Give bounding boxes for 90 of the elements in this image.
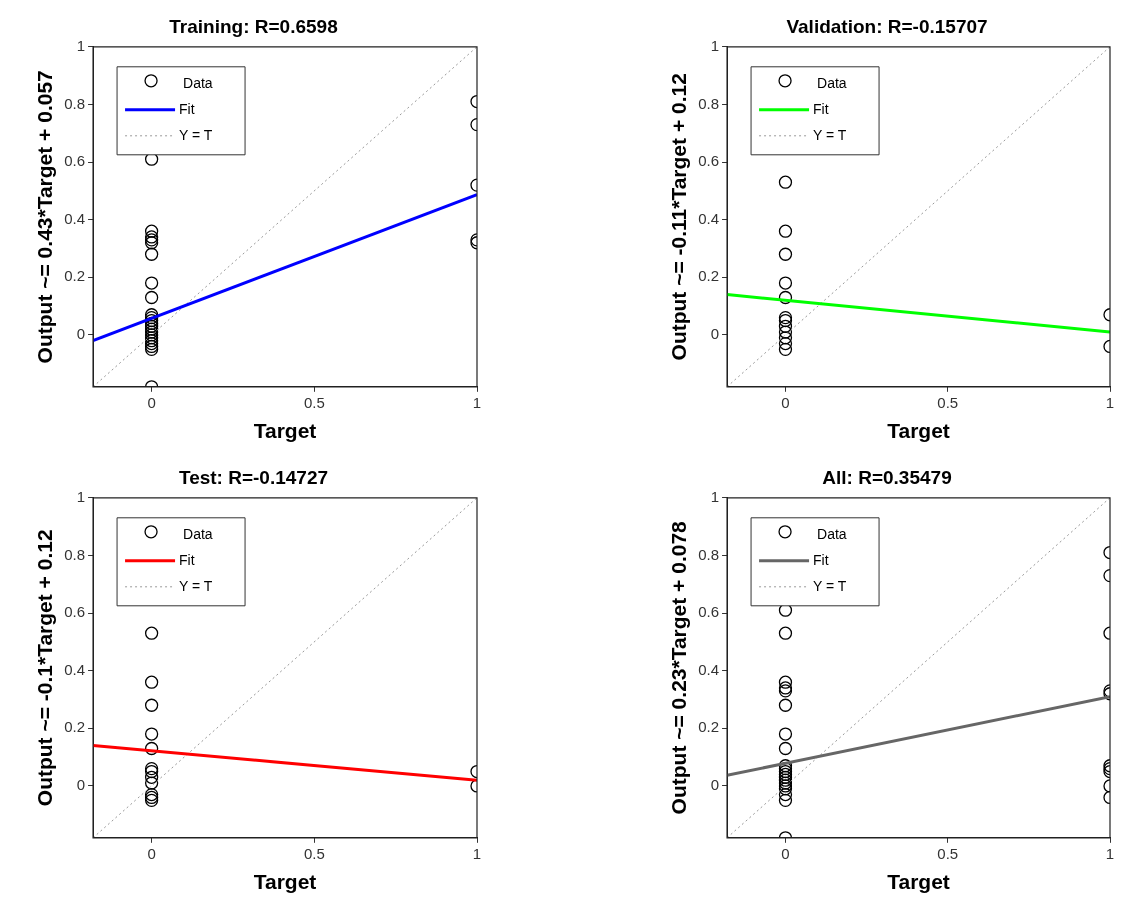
y-tick-label: 0.4: [698, 660, 720, 678]
x-tick-label: 1: [1105, 844, 1115, 862]
legend-label: Data: [817, 74, 847, 91]
x-tick-label: 0: [781, 393, 790, 411]
point: [144, 741, 159, 756]
point: [144, 675, 159, 689]
point: [778, 290, 793, 305]
y-tick-label: 0.4: [698, 209, 720, 227]
y-tick-label: 0: [710, 325, 720, 343]
chart-title: All: R=0.35479: [822, 466, 952, 488]
x-axis-title: Target: [253, 870, 317, 894]
y-tick-label: 0.6: [698, 603, 720, 621]
y-tick-label: 0: [76, 325, 86, 343]
y-tick-label: 1: [76, 36, 86, 54]
point: [144, 224, 159, 238]
x-tick-label: 0.5: [303, 393, 325, 411]
chart-title: Test: R=-0.14727: [178, 466, 329, 488]
point: [778, 175, 793, 189]
x-tick-label: 0: [147, 393, 156, 411]
y-tick-label: 1: [76, 487, 86, 505]
y-tick-label: 1: [710, 487, 720, 505]
point: [778, 793, 793, 807]
y-tick-label: 0.2: [698, 718, 720, 736]
x-axis-title: Target: [887, 419, 950, 443]
point: [778, 603, 793, 617]
point: [144, 776, 159, 790]
legend-label: Fit: [179, 100, 195, 117]
y-tick-label: 0.2: [64, 267, 86, 285]
y-tick-label: 1: [710, 36, 720, 54]
point: [778, 698, 793, 712]
point: [144, 152, 159, 166]
point: [144, 626, 159, 640]
legend-label: Data: [183, 74, 213, 91]
x-tick-label: 1: [472, 844, 482, 862]
y-tick-label: 0.8: [64, 94, 86, 112]
legend-label: Y = T: [179, 577, 213, 594]
x-axis-title: Target: [887, 870, 950, 894]
point: [144, 698, 159, 712]
y-tick-label: 0.6: [698, 152, 720, 170]
point: [778, 626, 793, 640]
y-tick-label: 0.4: [64, 209, 86, 227]
y-tick-label: 0.6: [64, 603, 86, 621]
point: [144, 770, 159, 784]
chart-title: Training: R=0.6598: [169, 15, 338, 37]
y-tick-label: 0: [710, 776, 720, 794]
point: [778, 342, 793, 356]
point: [144, 247, 159, 261]
point: [144, 727, 159, 741]
point: [778, 741, 793, 756]
y-tick-label: 0.8: [64, 545, 86, 563]
legend-label: Fit: [813, 100, 829, 117]
x-tick-label: 1: [472, 393, 482, 411]
y-tick-label: 0: [76, 776, 86, 794]
point: [144, 276, 159, 290]
y-tick-label: 0.2: [698, 267, 720, 285]
legend-label: Data: [183, 525, 213, 542]
point: [778, 325, 793, 339]
point: [778, 276, 793, 290]
x-tick-label: 0: [781, 844, 790, 862]
point: [778, 319, 793, 333]
x-tick-label: 1: [1105, 393, 1115, 411]
legend-label: Y = T: [179, 126, 213, 143]
x-tick-label: 0.5: [937, 844, 959, 862]
y-axis-title: Output ~= 0.43*Target + 0.057: [33, 70, 57, 364]
point: [778, 331, 793, 345]
x-tick-label: 0: [147, 844, 156, 862]
y-tick-label: 0.6: [64, 152, 86, 170]
legend-label: Y = T: [813, 126, 847, 143]
y-axis-title: Output ~= -0.11*Target + 0.12: [667, 73, 691, 361]
legend-label: Fit: [179, 551, 195, 568]
y-tick-label: 0.8: [698, 94, 720, 112]
legend-label: Y = T: [813, 577, 847, 594]
x-axis-title: Target: [253, 419, 317, 443]
y-tick-label: 0.2: [64, 718, 86, 736]
legend-label: Fit: [813, 551, 829, 568]
x-tick-label: 0.5: [303, 844, 325, 862]
point: [778, 787, 793, 802]
y-axis-title: Output ~= -0.1*Target + 0.12: [33, 529, 57, 807]
y-tick-label: 0.4: [64, 660, 86, 678]
point: [778, 727, 793, 741]
y-axis-title: Output ~= 0.23*Target + 0.078: [667, 520, 691, 815]
point: [778, 675, 793, 689]
point: [144, 290, 159, 305]
y-tick-label: 0.8: [698, 545, 720, 563]
point: [778, 224, 793, 238]
x-tick-label: 0.5: [937, 393, 959, 411]
point: [778, 247, 793, 261]
point: [778, 336, 793, 351]
chart-title: Validation: R=-0.15707: [786, 15, 988, 37]
legend-label: Data: [817, 525, 847, 542]
